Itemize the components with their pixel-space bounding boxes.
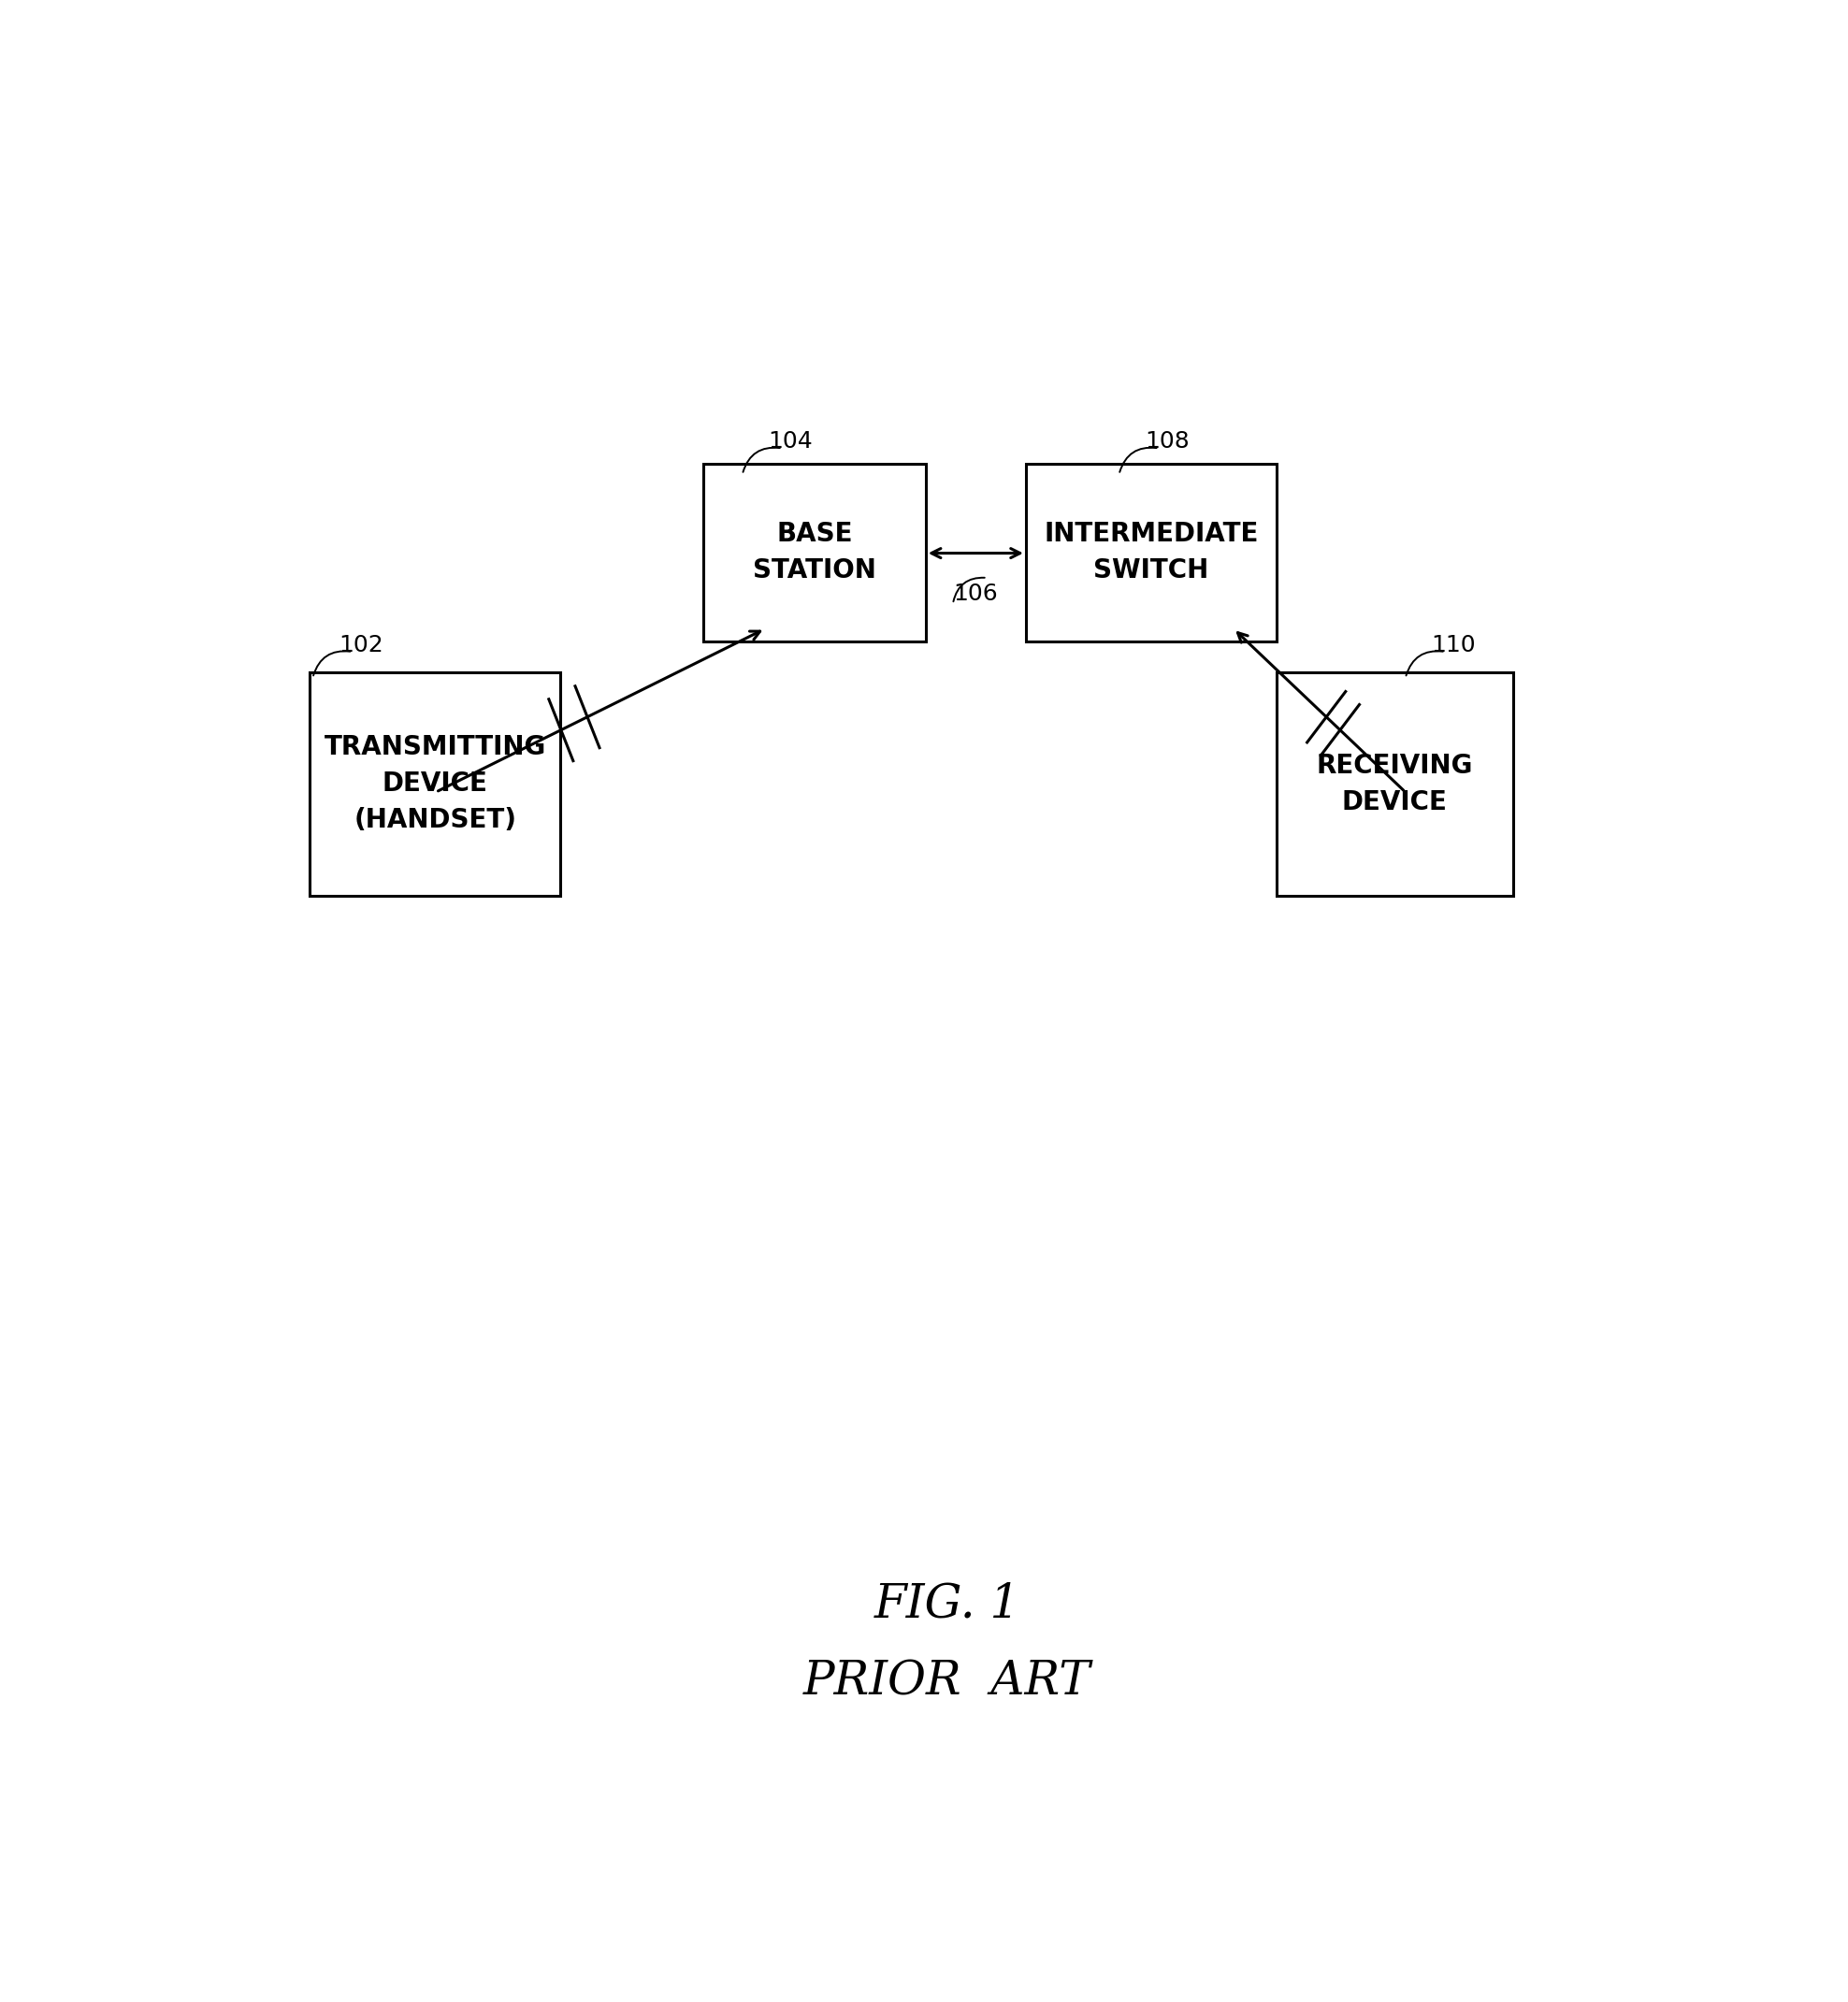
Bar bbox=[310, 673, 560, 895]
Text: RECEIVING
DEVICE: RECEIVING DEVICE bbox=[1316, 753, 1473, 815]
Text: 110: 110 bbox=[1430, 635, 1477, 657]
Text: FIG. 1: FIG. 1 bbox=[874, 1582, 1020, 1628]
Text: TRANSMITTING
DEVICE
(HANDSET): TRANSMITTING DEVICE (HANDSET) bbox=[323, 735, 545, 833]
Text: BASE
STATION: BASE STATION bbox=[752, 521, 876, 585]
Bar bbox=[704, 464, 926, 641]
Text: 108: 108 bbox=[1144, 430, 1190, 452]
Text: 106: 106 bbox=[954, 583, 998, 605]
Text: PRIOR  ART: PRIOR ART bbox=[804, 1658, 1090, 1704]
Text: 102: 102 bbox=[338, 635, 383, 657]
Bar bbox=[1277, 673, 1514, 895]
Text: 104: 104 bbox=[769, 430, 813, 452]
Bar bbox=[1026, 464, 1277, 641]
Text: INTERMEDIATE
SWITCH: INTERMEDIATE SWITCH bbox=[1044, 521, 1258, 585]
